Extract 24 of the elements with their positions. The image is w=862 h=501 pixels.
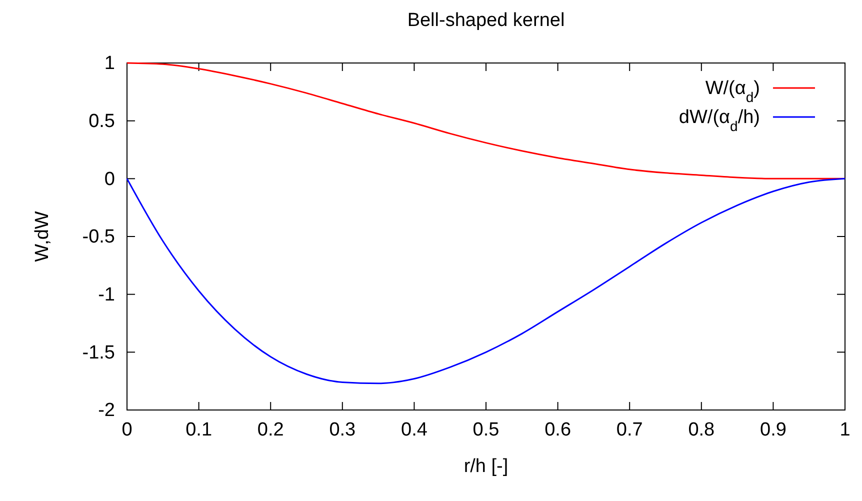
y-tick-label: -1 xyxy=(98,284,115,306)
x-tick-label: 0.4 xyxy=(400,419,428,440)
y-tick-label: -0.5 xyxy=(82,226,115,248)
y-tick-label: -1.5 xyxy=(82,342,115,364)
x-axis-title: r/h [-] xyxy=(464,456,508,477)
x-tick-label: 0.2 xyxy=(257,419,284,440)
line-series xyxy=(126,178,846,384)
x-tick-label: 0.3 xyxy=(329,419,356,440)
y-tick-label: 1 xyxy=(104,53,115,74)
x-tick-label: 0.1 xyxy=(186,419,212,440)
x-tick-label: 0.5 xyxy=(472,419,500,440)
x-tick-label: 0 xyxy=(122,419,132,440)
x-tick-label: 0.6 xyxy=(544,419,572,440)
x-tick-label: 0.9 xyxy=(760,419,786,440)
y-tick-label: -2 xyxy=(98,400,115,422)
legend-label: dW/(α$_{d}$/h) xyxy=(678,107,760,134)
x-tick-label: 0.7 xyxy=(616,419,643,440)
chart-title: Bell-shaped kernel xyxy=(407,10,565,31)
x-tick-label: 1 xyxy=(840,419,850,440)
y-tick-label: 0 xyxy=(104,168,115,190)
legend-label: W/(α$_{d}$) xyxy=(705,78,760,105)
x-tick-label: 0.8 xyxy=(688,419,715,440)
y-axis-title: W,dW xyxy=(32,211,53,262)
y-tick-label: 0.5 xyxy=(88,110,115,132)
